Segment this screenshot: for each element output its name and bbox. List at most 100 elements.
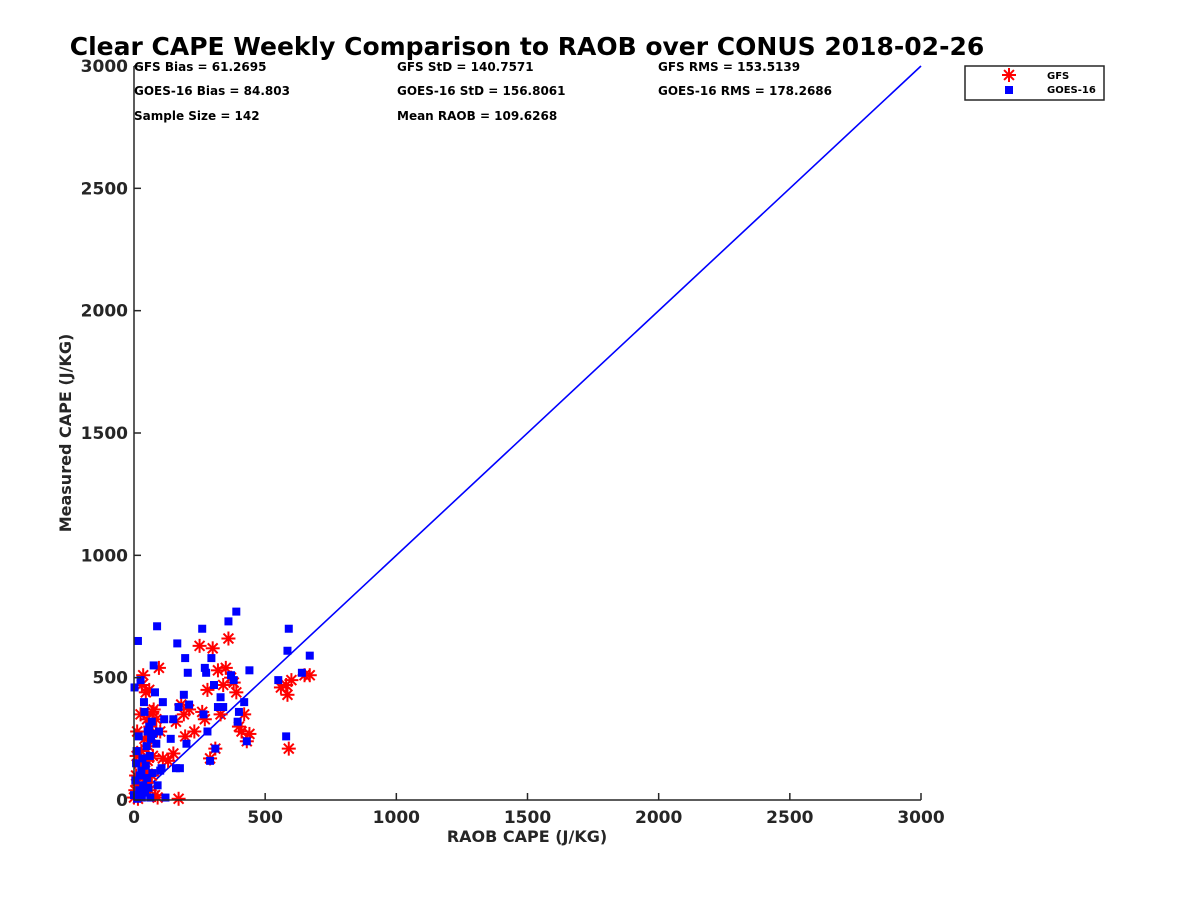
goes16-point-62 (216, 693, 225, 702)
goes16-point-55 (202, 668, 211, 677)
sample-size-stat: Sample Size = 142 (134, 109, 260, 123)
goes16-point-57 (206, 756, 215, 765)
goes16-point-53 (199, 710, 208, 719)
goes16-point-26 (147, 734, 156, 743)
legend-gfs-label: GFS (1047, 71, 1069, 82)
gfs-point-50 (205, 641, 220, 656)
goes16-point-51 (185, 700, 194, 709)
goes16-point-3 (132, 759, 141, 768)
legend: GFS GOES-16 (964, 65, 1105, 101)
goes16-point-76 (284, 624, 293, 633)
goes16-point-37 (157, 764, 166, 773)
goes16-point-49 (182, 739, 191, 748)
gfs-point-39 (171, 791, 186, 806)
chart-title: Clear CAPE Weekly Comparison to RAOB ove… (70, 32, 985, 61)
gfs-bias-stat: GFS Bias = 61.2695 (134, 60, 266, 74)
one-to-one-line (133, 65, 922, 801)
gfs-std-stat: GFS StD = 140.7571 (397, 60, 534, 74)
goes16-point-60 (211, 744, 220, 753)
goes16-point-6 (133, 636, 142, 645)
goes16-point-41 (166, 734, 175, 743)
x-tick-label-500: 500 (247, 808, 283, 828)
x-tick-label-0: 0 (128, 808, 140, 828)
goes16-point-46 (175, 764, 184, 773)
goes16-point-16 (140, 707, 149, 716)
goes16-point-63 (219, 703, 228, 712)
goes16-point-20 (143, 773, 152, 782)
goes16-point-73 (274, 676, 283, 685)
goes16-point-31 (150, 688, 159, 697)
goes16-point-24 (145, 751, 154, 760)
gfs-point-29 (146, 702, 161, 717)
goes16-point-10 (136, 676, 145, 685)
y-tick-label-3000: 3000 (81, 57, 128, 77)
gfs-point-45 (192, 638, 207, 653)
reference-line-layer (133, 65, 922, 801)
goes16-point-48 (181, 654, 190, 663)
goes16-point-33 (153, 622, 162, 631)
y-tick-label-1500: 1500 (81, 424, 128, 444)
goes16-point-52 (198, 624, 207, 633)
goes16-point-19 (142, 742, 151, 751)
goes16-point-59 (210, 681, 219, 690)
goes16-point-45 (174, 703, 183, 712)
goes16-point-66 (229, 676, 238, 685)
goes16-point-68 (233, 717, 242, 726)
goes16-point-44 (173, 639, 182, 648)
goes16-point-58 (207, 654, 216, 663)
goes16-bias-stat: GOES-16 Bias = 84.803 (134, 84, 290, 98)
x-tick-label-2500: 2500 (766, 808, 813, 828)
goes16-point-47 (179, 690, 188, 699)
legend-goes16-marker (1005, 86, 1013, 94)
y-tick-label-1000: 1000 (81, 546, 128, 566)
goes16-point-30 (149, 661, 158, 670)
goes16-point-13 (138, 754, 147, 763)
goes16-point-14 (139, 781, 148, 790)
gfs-point-37 (166, 746, 181, 761)
x-tick-label-2000: 2000 (635, 808, 682, 828)
goes16-point-50 (183, 668, 192, 677)
goes16-point-2 (131, 776, 140, 785)
gfs-point-64 (242, 726, 257, 741)
goes16-point-25 (146, 793, 155, 802)
goes16-point-23 (145, 722, 154, 731)
goes16-point-54 (200, 663, 209, 672)
x-tick-label-1500: 1500 (504, 808, 551, 828)
goes16-point-12 (137, 793, 146, 802)
goes16-points (130, 607, 314, 803)
x-axis-ticks: 0 500 1000 1500 2000 2500 3000 (128, 793, 945, 828)
goes16-point-35 (154, 727, 163, 736)
goes16-point-74 (282, 732, 291, 741)
goes16-point-7 (134, 732, 143, 741)
gfs-point-55 (218, 660, 233, 675)
x-tick-label-1000: 1000 (373, 808, 420, 828)
goes16-point-9 (135, 771, 144, 780)
x-axis-label: RAOB CAPE (J/KG) (447, 827, 607, 846)
goes16-point-72 (245, 666, 254, 675)
goes16-point-67 (232, 607, 241, 616)
goes16-point-29 (148, 729, 157, 738)
goes16-point-56 (203, 727, 212, 736)
gfs-point-44 (187, 724, 202, 739)
y-axis-ticks: 0 500 1000 1500 2000 2500 3000 (81, 57, 141, 811)
legend-box (964, 65, 1105, 101)
gfs-point-71 (302, 668, 317, 683)
mean-raob-stat: Mean RAOB = 109.6268 (397, 109, 557, 123)
goes16-rms-stat: GOES-16 RMS = 178.2686 (658, 84, 832, 98)
legend-gfs-asterisk (1002, 68, 1016, 82)
goes16-point-78 (305, 651, 314, 660)
goes16-point-75 (283, 646, 292, 655)
goes16-point-34 (153, 781, 162, 790)
goes16-point-61 (213, 703, 222, 712)
goes16-point-38 (158, 698, 167, 707)
gfs-rms-stat: GFS RMS = 153.5139 (658, 60, 800, 74)
goes16-std-stat: GOES-16 StD = 156.8061 (397, 84, 566, 98)
goes16-point-64 (224, 617, 233, 626)
y-tick-label-0: 0 (116, 791, 128, 811)
x-tick-label-3000: 3000 (897, 808, 944, 828)
goes16-point-40 (161, 793, 170, 802)
goes16-point-69 (234, 707, 243, 716)
y-tick-label-2500: 2500 (81, 179, 128, 199)
goes16-point-11 (137, 766, 146, 775)
